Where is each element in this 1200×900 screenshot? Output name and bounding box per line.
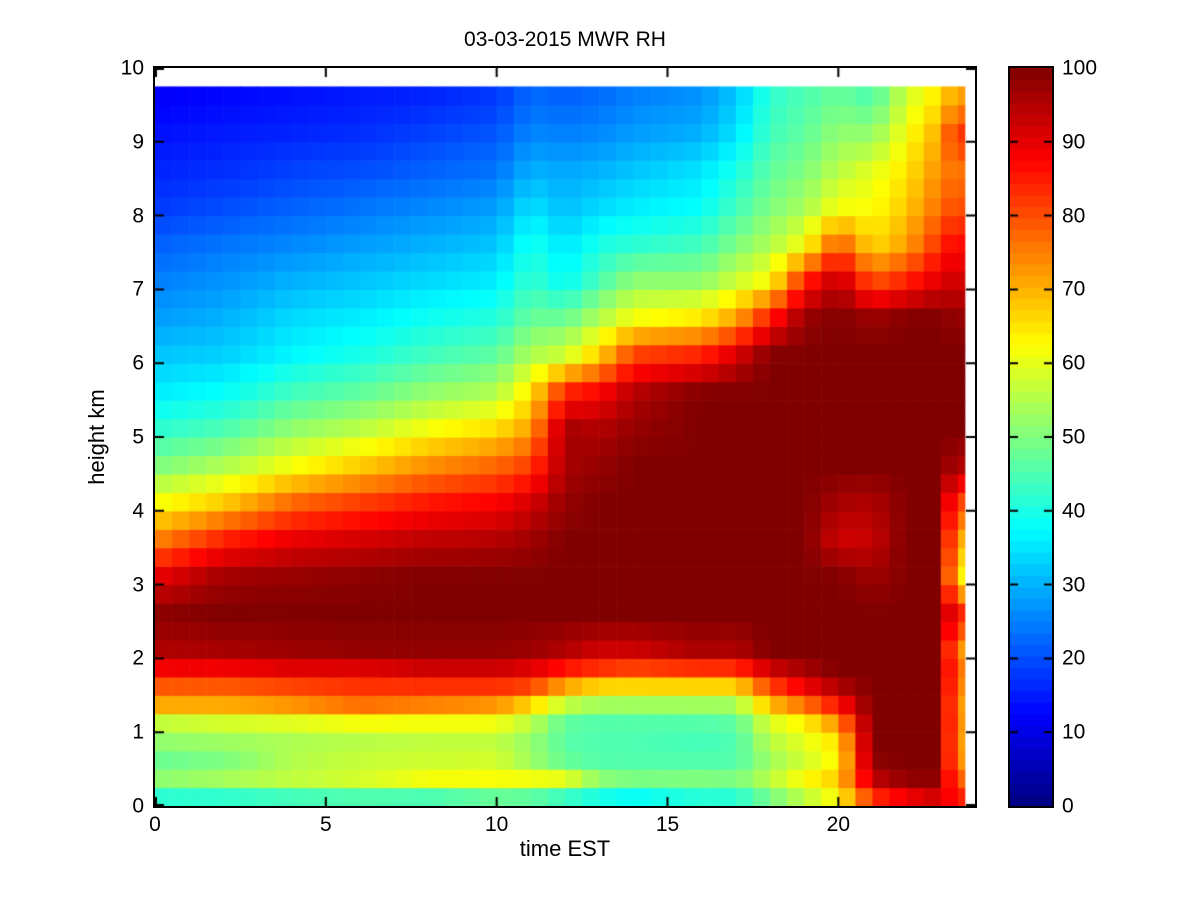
y-tick-label: 0: [132, 794, 144, 818]
plot-title: 03-03-2015 MWR RH: [464, 28, 666, 51]
y-tick-label: 3: [132, 573, 144, 597]
colorbar-tick-label: 40: [1062, 499, 1086, 523]
y-axis-label: height km: [84, 389, 109, 485]
x-axis-label: time EST: [519, 836, 611, 861]
x-tick-label: 15: [655, 813, 680, 836]
heatmap-canvas: [155, 68, 975, 806]
y-tick-label: 6: [132, 351, 144, 375]
colorbar-tick-label: 70: [1062, 277, 1086, 301]
colorbar-tick-label: 0: [1062, 794, 1074, 818]
colorbar-canvas: [1010, 68, 1052, 806]
y-tick-label: 2: [132, 646, 144, 670]
x-tick-label: 10: [484, 813, 509, 836]
y-tick-label: 7: [132, 277, 144, 301]
colorbar: [1008, 66, 1054, 808]
x-tick-label: 0: [149, 813, 161, 836]
colorbar-tick-label: 100: [1062, 56, 1098, 80]
y-tick-label: 8: [132, 204, 144, 228]
colorbar-tick-label: 20: [1062, 646, 1086, 670]
colorbar-tick-label: 50: [1062, 425, 1086, 449]
colorbar-tick-label: 90: [1062, 130, 1086, 154]
colorbar-tick-label: 10: [1062, 720, 1086, 744]
y-tick-label: 4: [132, 499, 144, 523]
plot-area: [153, 66, 977, 808]
y-tick-label: 10: [120, 56, 144, 80]
y-tick-label: 5: [132, 425, 144, 449]
y-tick-label: 1: [132, 720, 144, 744]
x-tick-label: 5: [319, 813, 332, 836]
colorbar-tick-label: 30: [1062, 573, 1086, 597]
y-tick-label: 9: [132, 130, 144, 154]
x-tick-label: 20: [826, 813, 851, 836]
colorbar-tick-label: 80: [1062, 204, 1086, 228]
colorbar-tick-label: 60: [1062, 351, 1086, 375]
